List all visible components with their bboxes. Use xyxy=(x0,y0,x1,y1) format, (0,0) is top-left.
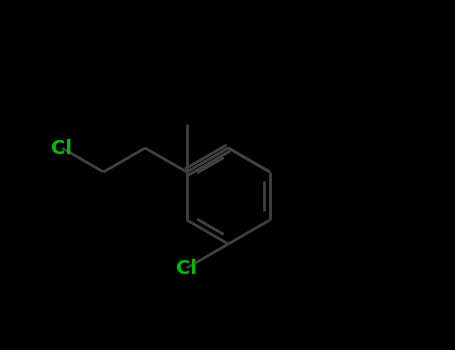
Text: Cl: Cl xyxy=(51,139,72,158)
Text: Cl: Cl xyxy=(176,259,197,278)
